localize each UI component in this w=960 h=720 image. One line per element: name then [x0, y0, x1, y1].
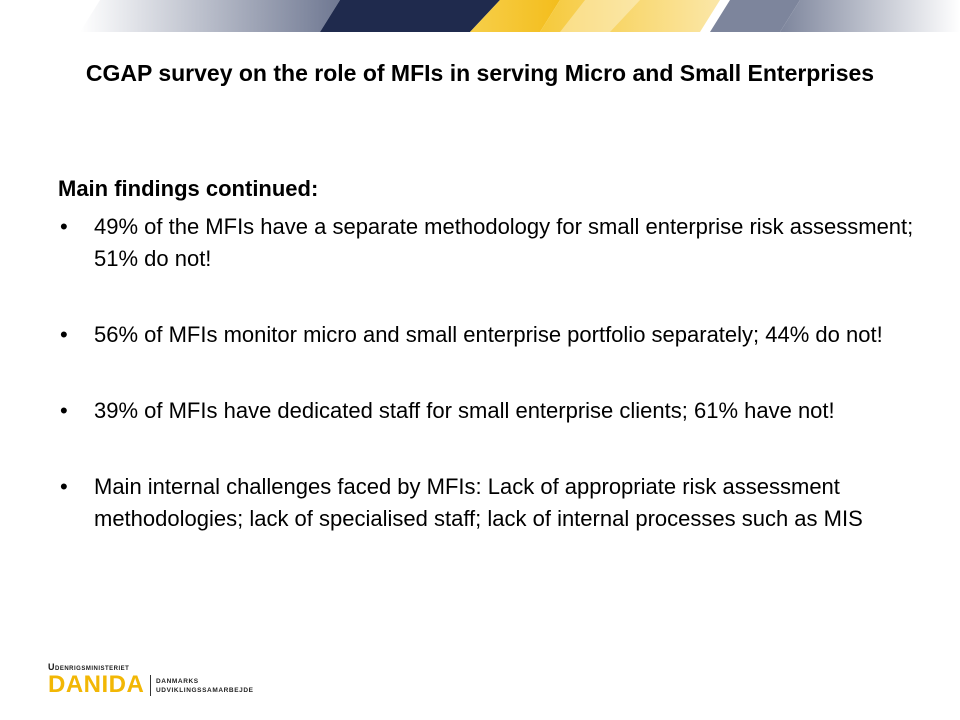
finding-bullet: • Main internal challenges faced by MFIs… [58, 471, 918, 535]
danida-logo: Udenrigsministeriet DANIDA DANMARKS UDVI… [48, 662, 288, 698]
finding-text: 49% of the MFIs have a separate methodol… [94, 214, 914, 271]
bullet-icon: • [60, 214, 68, 239]
bullet-icon: • [60, 474, 68, 499]
finding-bullet: • 56% of MFIs monitor micro and small en… [58, 319, 918, 351]
bullet-icon: • [60, 322, 68, 347]
bullet-icon: • [60, 398, 68, 423]
finding-text: Main internal challenges faced by MFIs: … [94, 474, 863, 531]
finding-text: 39% of MFIs have dedicated staff for sma… [94, 398, 835, 423]
logo-divider [150, 675, 151, 696]
ministry-name: Udenrigsministeriet [48, 662, 130, 672]
brand-name: DANIDA [48, 671, 145, 698]
logo-tagline-1: DANMARKS [156, 678, 199, 685]
findings-subheading: Main findings continued: [58, 176, 319, 201]
findings-list: • 49% of the MFIs have a separate method… [58, 211, 918, 579]
logo-tagline-2: UDVIKLINGSSAMARBEJDE [156, 687, 254, 694]
slide-title: CGAP survey on the role of MFIs in servi… [85, 60, 875, 86]
finding-bullet: • 49% of the MFIs have a separate method… [58, 211, 918, 275]
finding-bullet: • 39% of MFIs have dedicated staff for s… [58, 395, 918, 427]
header-banner [0, 0, 960, 32]
finding-text: 56% of MFIs monitor micro and small ente… [94, 322, 883, 347]
